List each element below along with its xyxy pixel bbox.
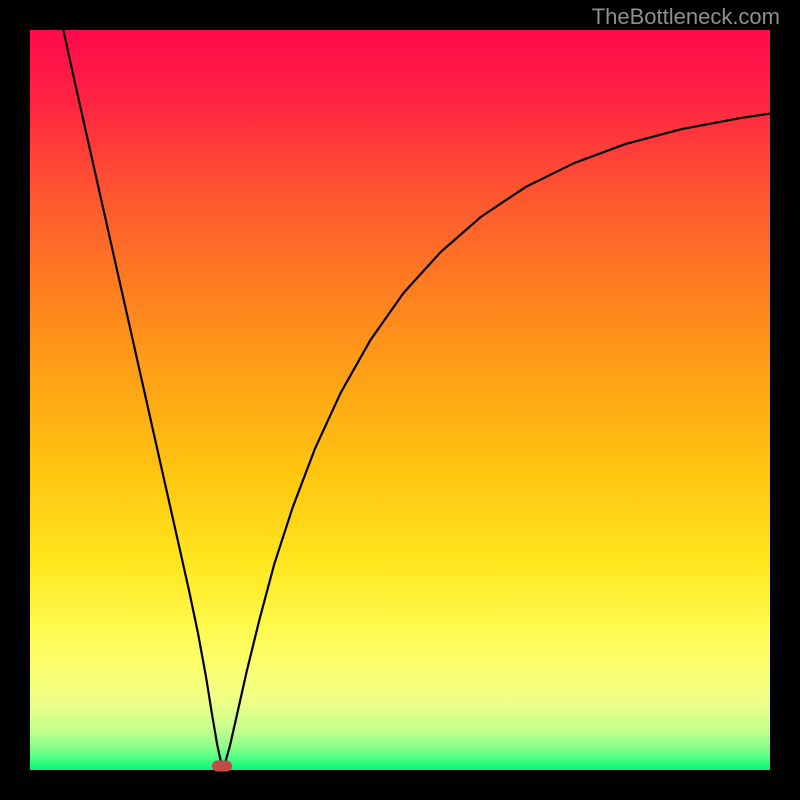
curve-layer (30, 30, 770, 770)
watermark-text: TheBottleneck.com (592, 4, 780, 30)
bottleneck-curve (63, 30, 770, 769)
min-marker (212, 760, 232, 771)
chart-stage: TheBottleneck.com (0, 0, 800, 800)
plot-area (30, 30, 770, 770)
